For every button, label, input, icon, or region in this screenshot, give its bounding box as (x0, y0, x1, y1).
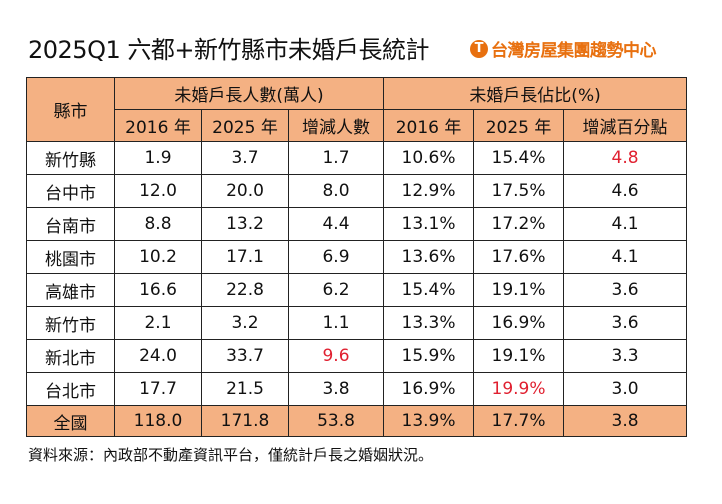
value-cell: 24.0 (114, 339, 202, 373)
value-cell: 1.7 (287, 141, 385, 175)
header-region: 縣市 (26, 77, 115, 142)
column-header: 2025 年 (473, 109, 565, 142)
table-row: 台北市 17.7 21.5 3.8 16.9% 19.9% 3.0 (26, 372, 688, 406)
table-row: 台中市 12.0 20.0 8.0 12.9% 17.5% 4.6 (26, 174, 688, 208)
value-cell: 19.9% (473, 372, 565, 406)
value-cell: 13.2 (201, 207, 289, 241)
value-cell: 12.0 (114, 174, 202, 208)
table-row: 新北市 24.0 33.7 9.6 15.9% 19.1% 3.3 (26, 339, 688, 373)
brand-logo: T 台灣房屋集團趨勢中心 (470, 36, 657, 61)
value-cell: 15.4% (473, 141, 565, 175)
region-cell: 新北市 (26, 339, 115, 373)
logo-mark-icon: T (470, 39, 488, 58)
value-cell: 8.8 (114, 207, 202, 241)
statistics-table: 縣市 未婚戶長人數(萬人) 未婚戶長佔比(%) 2016 年 2025 年增減人數… (26, 77, 688, 437)
value-cell: 16.9% (383, 372, 475, 406)
value-cell: 1.9 (114, 141, 202, 175)
value-cell: 4.1 (563, 207, 688, 241)
value-cell: 20.0 (201, 174, 289, 208)
value-cell: 8.0 (287, 174, 385, 208)
region-cell: 桃園市 (26, 240, 115, 274)
value-cell: 16.9% (473, 306, 565, 340)
value-cell: 13.6% (383, 240, 475, 274)
value-cell: 3.3 (563, 339, 688, 373)
value-cell: 22.8 (201, 273, 289, 307)
value-cell: 16.6 (114, 273, 202, 307)
value-cell: 17.2% (473, 207, 565, 241)
value-cell: 4.8 (563, 141, 688, 175)
value-cell: 3.8 (563, 405, 688, 437)
value-cell: 3.6 (563, 273, 688, 307)
region-cell: 新竹縣 (26, 141, 115, 175)
value-cell: 17.7 (114, 372, 202, 406)
value-cell: 10.2 (114, 240, 202, 274)
value-cell: 171.8 (201, 405, 289, 437)
column-header: 2016 年 (114, 109, 202, 142)
column-header: 2016 年 (383, 109, 475, 142)
value-cell: 13.3% (383, 306, 475, 340)
value-cell: 17.7% (473, 405, 565, 437)
value-cell: 10.6% (383, 141, 475, 175)
value-cell: 3.0 (563, 372, 688, 406)
table-row: 新竹市 2.1 3.2 1.1 13.3% 16.9% 3.6 (26, 306, 688, 340)
table-row: 高雄市 16.6 22.8 6.2 15.4% 19.1% 3.6 (26, 273, 688, 307)
value-cell: 3.8 (287, 372, 385, 406)
column-header: 2025 年 (201, 109, 289, 142)
value-cell: 19.1% (473, 339, 565, 373)
page-title: 2025Q1 六都+新竹縣市未婚戶長統計 (28, 36, 429, 64)
value-cell: 3.6 (563, 306, 688, 340)
value-cell: 2.1 (114, 306, 202, 340)
value-cell: 33.7 (201, 339, 289, 373)
region-cell: 全國 (26, 405, 115, 437)
value-cell: 53.8 (287, 405, 385, 437)
value-cell: 4.4 (287, 207, 385, 241)
value-cell: 9.6 (287, 339, 385, 373)
region-cell: 台中市 (26, 174, 115, 208)
value-cell: 3.7 (201, 141, 289, 175)
region-cell: 新竹市 (26, 306, 115, 340)
value-cell: 3.2 (201, 306, 289, 340)
value-cell: 6.2 (287, 273, 385, 307)
value-cell: 17.6% (473, 240, 565, 274)
table-row: 桃園市 10.2 17.1 6.9 13.6% 17.6% 4.1 (26, 240, 688, 274)
value-cell: 4.6 (563, 174, 688, 208)
value-cell: 13.1% (383, 207, 475, 241)
value-cell: 15.9% (383, 339, 475, 373)
logo-text: 台灣房屋集團趨勢中心 (491, 41, 657, 61)
region-cell: 台南市 (26, 207, 115, 241)
value-cell: 15.4% (383, 273, 475, 307)
total-row: 全國 118.0 171.8 53.8 13.9% 17.7% 3.8 (26, 405, 688, 437)
value-cell: 6.9 (287, 240, 385, 274)
table-row: 台南市 8.8 13.2 4.4 13.1% 17.2% 4.1 (26, 207, 688, 241)
column-header: 增減百分點 (563, 109, 688, 142)
header-group-count: 未婚戶長人數(萬人) (113, 77, 385, 110)
region-cell: 高雄市 (26, 273, 115, 307)
value-cell: 19.1% (473, 273, 565, 307)
value-cell: 17.1 (201, 240, 289, 274)
value-cell: 13.9% (383, 405, 475, 437)
value-cell: 21.5 (201, 372, 289, 406)
header-group-share: 未婚戶長佔比(%) (383, 77, 688, 110)
source-footnote: 資料來源：內政部不動產資訊平台，僅統計戶長之婚姻狀況。 (28, 446, 434, 464)
value-cell: 12.9% (383, 174, 475, 208)
value-cell: 4.1 (563, 240, 688, 274)
table-row: 新竹縣 1.9 3.7 1.7 10.6% 15.4% 4.8 (26, 141, 688, 175)
column-header: 增減人數 (287, 109, 385, 142)
value-cell: 118.0 (114, 405, 202, 437)
region-cell: 台北市 (26, 372, 115, 406)
value-cell: 17.5% (473, 174, 565, 208)
value-cell: 1.1 (287, 306, 385, 340)
